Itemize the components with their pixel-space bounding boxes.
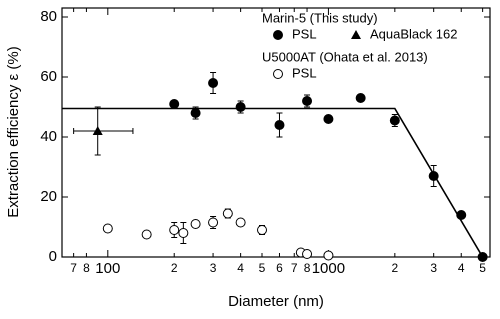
y-tick-label: 20 [40, 188, 57, 205]
point [235, 102, 246, 112]
legend-label: AquaBlack 162 [370, 26, 457, 41]
point [141, 229, 152, 240]
x-tick-label: 1000 [312, 260, 345, 277]
y-tick-label: 60 [40, 68, 57, 85]
x-tick-label: 7 [291, 261, 298, 275]
point [102, 223, 113, 234]
fit-line [62, 107, 484, 258]
x-tick-label: 2 [391, 261, 398, 275]
point [302, 96, 313, 106]
point [178, 228, 189, 238]
x-tick-label: 5 [259, 261, 266, 275]
point [355, 93, 366, 103]
x-tick-label: 4 [237, 261, 244, 275]
point [274, 120, 285, 130]
point [389, 115, 400, 126]
y-tick-label: 80 [40, 8, 57, 25]
y-tick-label: 40 [40, 128, 57, 145]
point [323, 114, 334, 124]
y-axis-label: Extraction efficiency ε (%) [5, 46, 22, 217]
x-tick-label: 6 [276, 261, 283, 275]
x-tick-label: 3 [430, 261, 437, 275]
point [222, 208, 233, 219]
y-tick-label: 0 [49, 248, 57, 265]
x-tick-label: 8 [304, 261, 311, 275]
point [302, 249, 313, 259]
legend-label: PSL [292, 65, 317, 80]
x-axis-label: Diameter (nm) [228, 293, 324, 310]
legend-group-title: U5000AT (Ohata et al. 2013) [262, 49, 428, 64]
point [257, 225, 268, 235]
point [190, 219, 201, 229]
x-tick-label: 3 [210, 261, 217, 275]
legend-label: PSL [292, 26, 317, 41]
point [92, 126, 103, 135]
x-tick-label: 7 [70, 261, 77, 275]
x-error-bar [73, 128, 134, 134]
point [208, 217, 219, 228]
x-tick-label: 100 [95, 260, 120, 277]
legend-marker [273, 30, 283, 40]
x-tick-label: 4 [458, 261, 465, 275]
point [190, 108, 201, 118]
point [208, 78, 219, 88]
legend-marker [273, 69, 283, 79]
legend-marker [351, 30, 361, 39]
plot-frame [61, 7, 491, 258]
point [169, 99, 180, 109]
point [235, 217, 246, 228]
point [323, 250, 334, 261]
point [169, 225, 180, 235]
legend-group-title: Marin-5 (This study) [262, 10, 378, 25]
x-tick-label: 5 [479, 261, 486, 275]
x-tick-label: 2 [171, 261, 178, 275]
x-tick-label: 8 [83, 261, 90, 275]
